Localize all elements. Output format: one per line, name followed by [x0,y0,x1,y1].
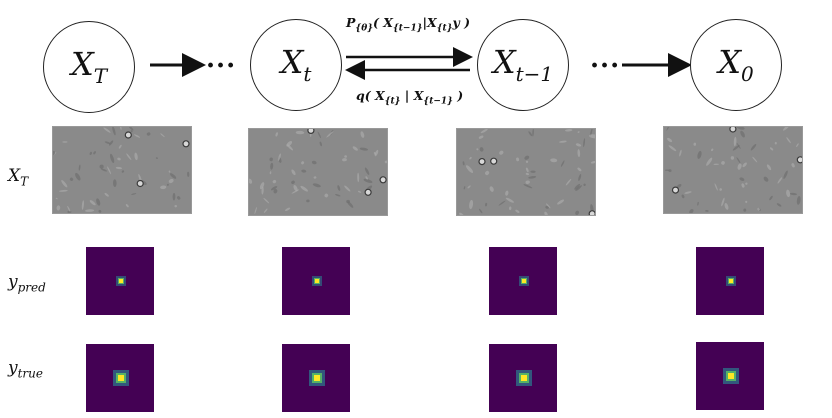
true-heatmap-x0 [696,342,764,410]
true-heatmap-xt1 [489,344,557,412]
true-heatmap-xT [86,344,154,412]
microscopy-image-xt1 [456,128,596,216]
node-xT: XT [43,21,135,113]
node-xt1: Xt−1 [477,19,569,111]
row-label-true: ytrue [8,358,43,381]
true-heatmap-xt [282,344,350,412]
pred-heatmap-x0 [696,247,764,315]
row-label-pred: ypred [8,272,46,295]
node-xT-label: XT [70,45,108,88]
node-x0: X0 [690,19,782,111]
row-label-input: XT [8,166,29,189]
node-xt1-label: Xt−1 [492,43,554,86]
microscopy-image-xT [52,126,192,214]
node-xt: Xt [250,19,342,111]
reverse-transition-label: q( X{t} | X{t−1} ) [356,88,464,107]
node-xt-label: Xt [280,43,312,86]
pred-heatmap-xT [86,247,154,315]
node-x0-label: X0 [718,43,754,86]
pred-heatmap-xt1 [489,247,557,315]
microscopy-image-x0 [663,126,803,214]
ellipsis-left: ... [206,44,237,74]
pred-heatmap-xt [282,247,350,315]
microscopy-image-xt [248,128,388,216]
ellipsis-right: ... [590,44,621,74]
forward-transition-label: P{θ}( X{t−1}|X{t}y ) [346,15,471,34]
